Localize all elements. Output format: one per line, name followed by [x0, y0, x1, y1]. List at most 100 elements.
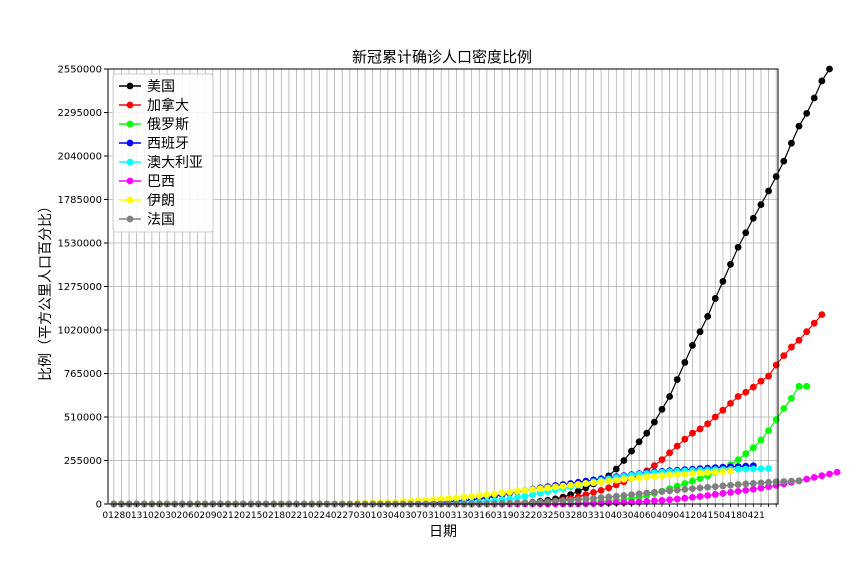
x-tick-label: 0206	[171, 511, 194, 521]
data-point	[749, 214, 757, 222]
legend-item: 澳大利亚	[119, 155, 203, 171]
legend-item: 法国	[119, 212, 175, 228]
x-tick-label: 0212	[217, 511, 240, 521]
data-point	[749, 479, 757, 487]
data-point	[742, 388, 750, 396]
y-tick-label: 510000	[64, 413, 102, 424]
y-tick-label: 1785000	[57, 195, 102, 206]
legend-swatch-marker	[126, 101, 134, 109]
data-point	[696, 475, 704, 482]
data-point	[757, 201, 765, 209]
y-tick-label: 2040000	[57, 152, 102, 163]
data-point	[521, 492, 529, 500]
data-point	[765, 427, 772, 435]
data-point	[772, 173, 780, 180]
data-point	[666, 496, 674, 504]
data-point	[757, 484, 765, 492]
data-point	[666, 471, 674, 479]
x-tick-label: 0218	[262, 511, 285, 521]
data-point	[658, 472, 666, 480]
legend-item: 加拿大	[119, 97, 189, 114]
legend-label: 美国	[147, 79, 175, 95]
data-point	[491, 490, 498, 498]
data-point	[734, 456, 742, 464]
data-point	[666, 487, 674, 495]
y-axis: 0 255000 510000 765000 1020000 1275000 1530000…	[57, 65, 108, 511]
data-point	[635, 438, 643, 446]
data-point	[582, 495, 590, 503]
data-point	[529, 491, 536, 499]
data-point	[567, 496, 575, 504]
data-point	[673, 471, 681, 478]
data-point	[734, 243, 742, 251]
data-point	[727, 467, 734, 475]
data-point	[765, 187, 772, 195]
data-point	[635, 490, 643, 498]
data-point	[544, 484, 552, 492]
data-point	[574, 496, 582, 504]
data-point	[643, 473, 651, 481]
data-point	[765, 465, 772, 472]
data-point	[788, 343, 795, 351]
data-point	[727, 489, 734, 496]
y-axis-label: 比例（平方公里人口百分比）	[38, 199, 54, 381]
data-point	[704, 469, 712, 476]
data-point	[628, 491, 635, 499]
data-point	[719, 277, 727, 285]
x-tick-label: 0421	[742, 511, 765, 521]
data-point	[727, 260, 734, 268]
data-point	[658, 456, 666, 464]
data-point	[597, 486, 605, 494]
data-point	[719, 468, 727, 475]
data-point	[650, 488, 658, 496]
data-point	[711, 468, 719, 476]
y-tick-label: 1530000	[57, 239, 102, 250]
data-point	[818, 472, 826, 480]
y-tick-label: 1275000	[57, 282, 102, 293]
series-layer	[110, 65, 841, 508]
data-point	[711, 491, 719, 498]
x-axis: 0128 0131 0203 0206 0209 0212 0215 0218 0221 0224…	[102, 504, 777, 521]
data-point	[551, 483, 559, 491]
legend-label: 法国	[147, 212, 175, 228]
x-tick-label: 0221	[285, 511, 308, 521]
x-tick-label: 0310	[422, 511, 445, 521]
data-point	[803, 475, 811, 483]
data-point	[597, 500, 605, 507]
y-tick-label: 0	[96, 500, 102, 511]
data-point	[696, 469, 704, 477]
x-tick-label: 0319	[491, 511, 514, 521]
data-point	[475, 492, 483, 500]
data-point	[795, 122, 803, 130]
data-point	[734, 487, 742, 495]
data-point	[643, 429, 651, 437]
data-point	[711, 295, 719, 302]
data-point	[673, 376, 681, 383]
data-point	[559, 482, 567, 490]
data-point	[749, 444, 757, 452]
data-point	[795, 336, 803, 344]
data-point	[788, 139, 795, 147]
legend-swatch-marker	[126, 82, 134, 90]
data-point	[628, 447, 635, 455]
x-tick-label: 0406	[628, 511, 651, 521]
data-point	[689, 429, 696, 437]
data-point	[650, 418, 658, 426]
data-point	[749, 485, 757, 493]
data-point	[803, 109, 811, 117]
data-point	[780, 478, 788, 485]
data-point	[780, 405, 788, 412]
data-point	[551, 497, 559, 505]
legend-item: 西班牙	[119, 136, 189, 152]
data-point	[628, 475, 635, 482]
data-point	[719, 490, 727, 497]
legend-label: 加拿大	[147, 97, 189, 114]
data-point	[574, 487, 582, 495]
legend-label: 西班牙	[147, 136, 189, 152]
data-point	[605, 493, 613, 501]
legend-swatch-marker	[126, 196, 134, 204]
x-tick-label: 0328	[559, 511, 582, 521]
legend-item: 伊朗	[119, 193, 175, 209]
data-point	[833, 468, 841, 476]
